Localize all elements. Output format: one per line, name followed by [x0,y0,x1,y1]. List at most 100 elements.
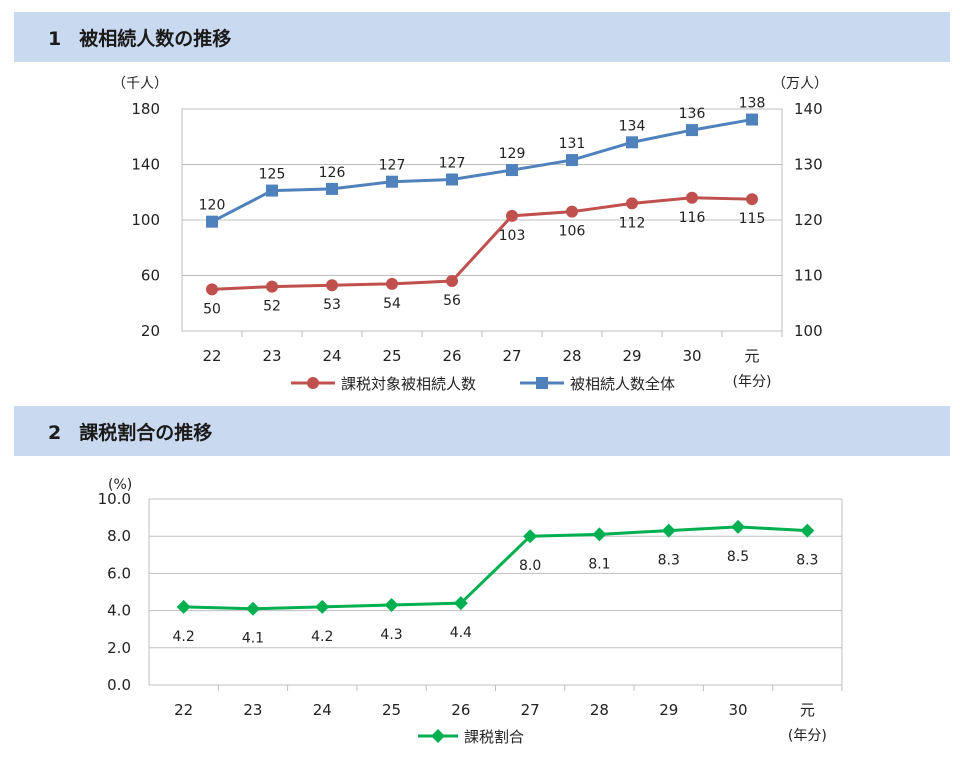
x-tick-label: 29 [659,701,678,719]
data-point-2 [626,136,638,149]
legend-label-1: 課税対象被相続人数 [341,375,476,393]
data-point-ratio [315,599,330,614]
data-point-2 [206,215,218,228]
section-header-1: 1 被相続人数の推移 [14,12,950,62]
x-tick-label: 24 [322,347,341,365]
data-label-1: 116 [679,210,706,226]
data-point-2 [326,182,338,195]
data-point-ratio [453,596,468,611]
data-point-ratio [176,599,191,614]
data-label-2: 120 [199,198,226,214]
data-point-1 [566,205,578,218]
data-point-2 [686,124,698,137]
y-left-tick-label: 180 [131,100,160,118]
legend-label-2: 被相続人数全体 [570,375,675,393]
series-line-2 [211,118,753,223]
data-point-ratio [523,529,538,544]
data-point-1 [626,197,638,210]
y-left-unit: （千人） [112,76,168,92]
x-tick-label: 22 [202,347,221,365]
data-label-1: 56 [443,293,461,309]
data-point-ratio [592,527,607,542]
x-tick-label: 27 [521,701,540,719]
x-tick-label: 元 [744,347,759,365]
data-label-1: 112 [619,215,646,231]
section-title-1: 1 被相続人数の推移 [48,24,231,51]
data-point-1 [326,279,338,292]
data-label-2: 125 [259,167,286,183]
y-unit: (%) [108,477,132,493]
legend-marker-ratio [431,729,445,743]
x-tick-label: 26 [442,347,461,365]
x-unit: (年分) [733,374,772,390]
section-number-2: 2 [48,421,62,444]
data-label-2: 129 [499,146,526,162]
data-point-1 [266,280,278,293]
data-label-ratio: 4.4 [450,625,472,641]
data-point-2 [746,113,758,126]
data-label-2: 126 [319,165,346,181]
x-unit: (年分) [788,728,827,744]
x-tick-label: 28 [562,347,581,365]
data-point-2 [566,154,578,167]
data-label-1: 103 [499,228,526,244]
data-label-2: 138 [739,96,766,112]
x-tick-label: 30 [682,347,701,365]
section-number-1: 1 [48,27,62,50]
data-label-2: 127 [439,155,466,171]
data-label-1: 54 [383,296,401,312]
x-tick-label: 29 [622,347,641,365]
y-tick-label: 8.0 [107,527,131,545]
x-tick-label: 28 [590,701,609,719]
y-left-tick-label: 20 [141,322,160,340]
data-point-ratio [731,519,746,534]
data-label-ratio: 8.3 [796,553,818,569]
y-right-unit: （万人） [772,76,828,92]
y-tick-label: 0.0 [107,676,131,694]
data-point-ratio [800,523,815,538]
data-label-1: 106 [559,224,586,240]
data-point-1 [686,191,698,204]
data-label-1: 115 [739,211,766,227]
y-tick-label: 6.0 [107,564,131,582]
y-left-tick-label: 140 [131,156,160,174]
x-tick-label: 30 [729,701,748,719]
y-tick-label: 10.0 [98,490,131,508]
data-label-1: 52 [263,299,281,315]
data-point-ratio [384,598,399,613]
x-tick-label: 25 [382,347,401,365]
y-left-tick-label: 60 [141,267,160,285]
y-tick-label: 2.0 [107,639,131,657]
x-tick-label: 元 [800,701,815,719]
section-title-2: 2 課税割合の推移 [48,418,212,445]
x-tick-label: 22 [174,701,193,719]
data-label-ratio: 8.1 [588,556,610,572]
section-title-text-2: 課税割合の推移 [79,421,213,444]
data-point-1 [506,209,518,222]
data-point-2 [386,175,398,188]
series-line-ratio [183,525,808,611]
data-point-1 [386,277,398,290]
y-left-tick-label: 100 [131,211,160,229]
data-label-ratio: 4.3 [380,627,402,643]
data-point-1 [746,193,758,206]
data-label-ratio: 8.3 [658,553,680,569]
y-right-tick-label: 120 [794,211,823,229]
x-tick-label: 23 [243,701,262,719]
data-label-ratio: 4.2 [311,629,333,645]
data-label-ratio: 8.5 [727,549,749,565]
data-point-ratio [245,601,260,616]
data-label-1: 53 [323,297,341,313]
y-right-tick-label: 140 [794,100,823,118]
data-label-ratio: 4.1 [242,631,264,647]
x-tick-label: 24 [313,701,332,719]
data-label-2: 136 [679,106,706,122]
data-point-ratio [661,523,676,538]
y-right-tick-label: 100 [794,322,823,340]
data-point-1 [206,283,218,296]
data-label-ratio: 4.2 [173,629,195,645]
legend-marker-2 [536,377,548,389]
y-right-tick-label: 130 [794,156,823,174]
x-tick-label: 25 [382,701,401,719]
